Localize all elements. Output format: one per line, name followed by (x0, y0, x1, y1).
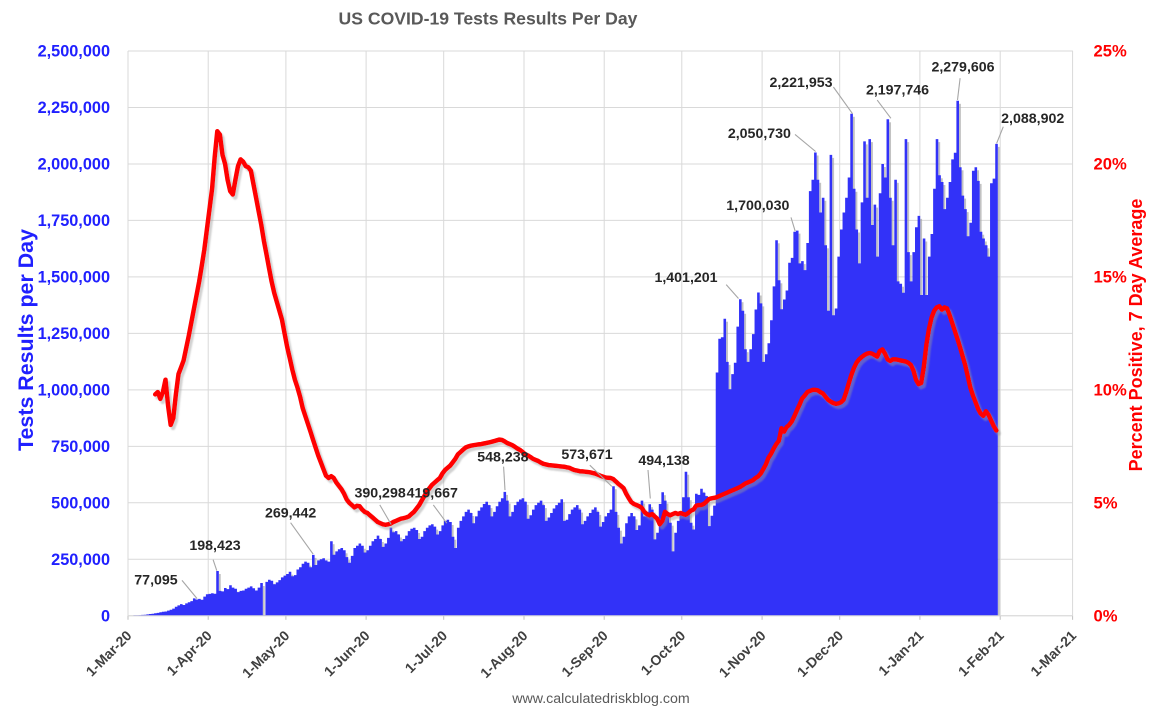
svg-text:www.calculatedriskblog.com: www.calculatedriskblog.com (511, 691, 689, 707)
svg-text:250,000: 250,000 (51, 551, 110, 569)
svg-text:77,095: 77,095 (134, 573, 178, 589)
svg-text:Percent Positive, 7 Day Averag: Percent Positive, 7 Day Average (1126, 199, 1146, 472)
svg-text:5%: 5% (1094, 493, 1118, 512)
svg-text:US COVID-19 Tests Results Per: US COVID-19 Tests Results Per Day (339, 9, 638, 29)
svg-text:2,250,000: 2,250,000 (38, 99, 110, 117)
svg-text:269,442: 269,442 (265, 506, 316, 522)
svg-text:548,238: 548,238 (477, 450, 528, 466)
svg-text:573,671: 573,671 (561, 447, 612, 463)
svg-text:2,500,000: 2,500,000 (38, 43, 110, 61)
svg-text:2,221,953: 2,221,953 (769, 75, 832, 91)
svg-text:500,000: 500,000 (51, 494, 110, 512)
svg-text:20%: 20% (1094, 155, 1127, 174)
svg-text:1,500,000: 1,500,000 (38, 268, 110, 286)
svg-text:2,000,000: 2,000,000 (38, 156, 110, 174)
svg-text:390,298: 390,298 (354, 486, 405, 502)
svg-text:1,401,201: 1,401,201 (654, 270, 717, 286)
svg-text:Tests Results per Day: Tests Results per Day (14, 229, 38, 451)
svg-text:2,279,606: 2,279,606 (931, 60, 994, 76)
svg-text:2,050,730: 2,050,730 (728, 126, 791, 142)
svg-text:419,667: 419,667 (407, 486, 458, 502)
svg-text:1,250,000: 1,250,000 (38, 325, 110, 343)
svg-text:2,197,746: 2,197,746 (866, 83, 929, 99)
svg-text:494,138: 494,138 (638, 453, 689, 469)
svg-text:25%: 25% (1094, 42, 1127, 61)
svg-text:15%: 15% (1094, 267, 1127, 286)
svg-text:10%: 10% (1094, 380, 1127, 399)
svg-text:198,423: 198,423 (189, 538, 240, 554)
svg-text:0%: 0% (1094, 606, 1118, 625)
svg-text:0: 0 (101, 607, 110, 625)
svg-text:1,750,000: 1,750,000 (38, 212, 110, 230)
svg-text:1,700,030: 1,700,030 (726, 198, 789, 214)
svg-text:1,000,000: 1,000,000 (38, 381, 110, 399)
svg-text:2,088,902: 2,088,902 (1001, 111, 1064, 127)
svg-text:750,000: 750,000 (51, 438, 110, 456)
